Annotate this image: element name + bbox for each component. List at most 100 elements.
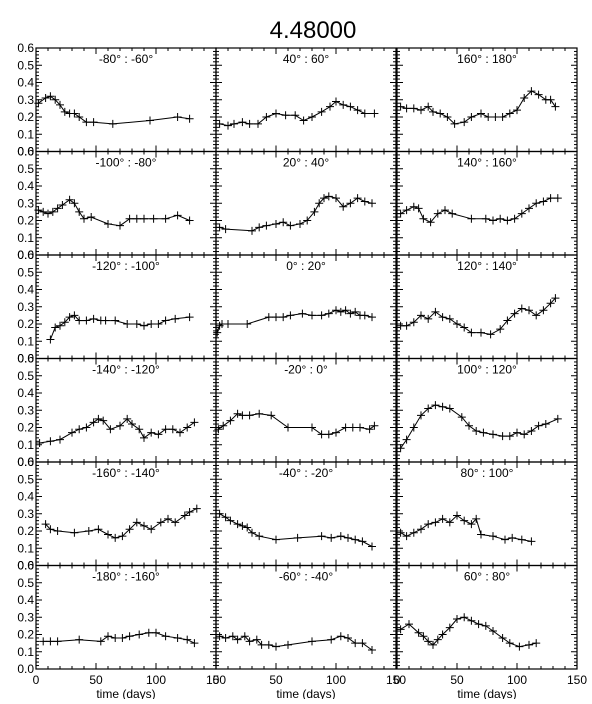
data-point xyxy=(348,423,357,432)
panel-title: -140° : -120° xyxy=(92,363,160,377)
data-point xyxy=(51,95,60,104)
data-point xyxy=(467,113,476,121)
y-tick-label: 0.0 xyxy=(17,352,34,366)
data-point xyxy=(44,209,52,218)
data-point xyxy=(190,418,199,427)
data-point xyxy=(457,413,466,422)
data-point xyxy=(336,532,345,541)
data-point xyxy=(344,633,352,642)
y-tick-label: 0.6 xyxy=(17,455,34,469)
data-point xyxy=(185,313,194,322)
data-point xyxy=(370,421,379,430)
data-point xyxy=(65,313,74,322)
y-tick-label: 0.0 xyxy=(17,455,34,469)
series-line xyxy=(219,513,373,547)
data-point xyxy=(332,97,340,106)
data-point xyxy=(324,430,333,439)
data-point xyxy=(101,316,110,325)
panel-title: -180° : -160° xyxy=(92,570,160,584)
data-point xyxy=(132,320,141,328)
data-point xyxy=(501,535,509,544)
data-point xyxy=(75,113,84,121)
data-point xyxy=(396,102,405,111)
data-point xyxy=(240,632,249,641)
data-point xyxy=(525,204,533,213)
data-point xyxy=(417,106,425,115)
series-line xyxy=(400,404,558,449)
series-line xyxy=(219,635,373,651)
data-point xyxy=(409,202,418,211)
data-point xyxy=(238,411,247,420)
data-point xyxy=(409,104,418,113)
data-point xyxy=(215,632,224,641)
data-point xyxy=(161,214,170,223)
data-point xyxy=(308,637,316,646)
data-point xyxy=(146,116,154,125)
y-tick-label: 0.4 xyxy=(17,593,34,607)
data-point xyxy=(324,192,333,201)
data-point xyxy=(315,199,324,208)
panel-title: -40° : -20° xyxy=(279,466,333,480)
data-point xyxy=(84,527,93,535)
data-point xyxy=(106,425,115,434)
data-point xyxy=(48,207,57,216)
data-point xyxy=(183,423,192,432)
data-point xyxy=(58,200,67,209)
data-point xyxy=(346,102,355,111)
data-point xyxy=(190,639,199,648)
data-point xyxy=(409,423,418,432)
data-point xyxy=(70,311,79,320)
data-point xyxy=(486,330,495,339)
data-point xyxy=(238,118,247,127)
data-point xyxy=(324,309,333,318)
data-point xyxy=(402,321,411,330)
data-point xyxy=(479,428,488,437)
data-point xyxy=(424,314,433,323)
data-point xyxy=(527,426,536,435)
y-tick-label: 0.5 xyxy=(17,369,34,383)
data-point xyxy=(248,528,256,537)
data-point xyxy=(513,106,521,115)
data-point xyxy=(460,613,469,622)
data-point xyxy=(424,102,433,111)
data-point xyxy=(238,521,247,530)
panel-title: -120° : -100° xyxy=(92,259,160,273)
data-point xyxy=(353,194,362,203)
data-point xyxy=(551,294,560,303)
data-point xyxy=(53,637,62,646)
data-point xyxy=(272,535,280,544)
data-point xyxy=(252,635,261,644)
data-point xyxy=(147,320,156,328)
y-tick-label: 0.2 xyxy=(17,628,34,642)
data-point xyxy=(417,411,425,420)
data-point xyxy=(360,109,369,118)
data-point xyxy=(332,428,340,437)
y-tick-label: 0.6 xyxy=(17,559,34,573)
data-point xyxy=(467,616,476,625)
x-tick-label: 100 xyxy=(326,673,346,687)
data-point xyxy=(346,199,355,208)
data-point xyxy=(35,439,44,448)
data-point xyxy=(104,219,112,228)
data-point xyxy=(99,416,108,425)
data-point xyxy=(358,537,367,546)
data-point xyxy=(116,421,124,430)
data-point xyxy=(70,528,79,537)
data-point xyxy=(284,423,292,432)
data-point xyxy=(534,90,543,99)
x-tick-label: 0 xyxy=(394,673,401,687)
data-point xyxy=(140,321,148,330)
data-point xyxy=(496,325,505,334)
data-point xyxy=(264,313,273,322)
data-point xyxy=(489,430,497,439)
data-point xyxy=(419,214,428,223)
data-point xyxy=(445,623,454,632)
data-point xyxy=(353,106,362,115)
data-point xyxy=(224,320,232,328)
data-point xyxy=(303,216,312,225)
panel-title: 0° : 20° xyxy=(286,259,326,273)
data-point xyxy=(118,633,127,642)
data-point xyxy=(308,113,316,121)
data-point xyxy=(185,508,194,517)
data-point xyxy=(360,311,369,320)
